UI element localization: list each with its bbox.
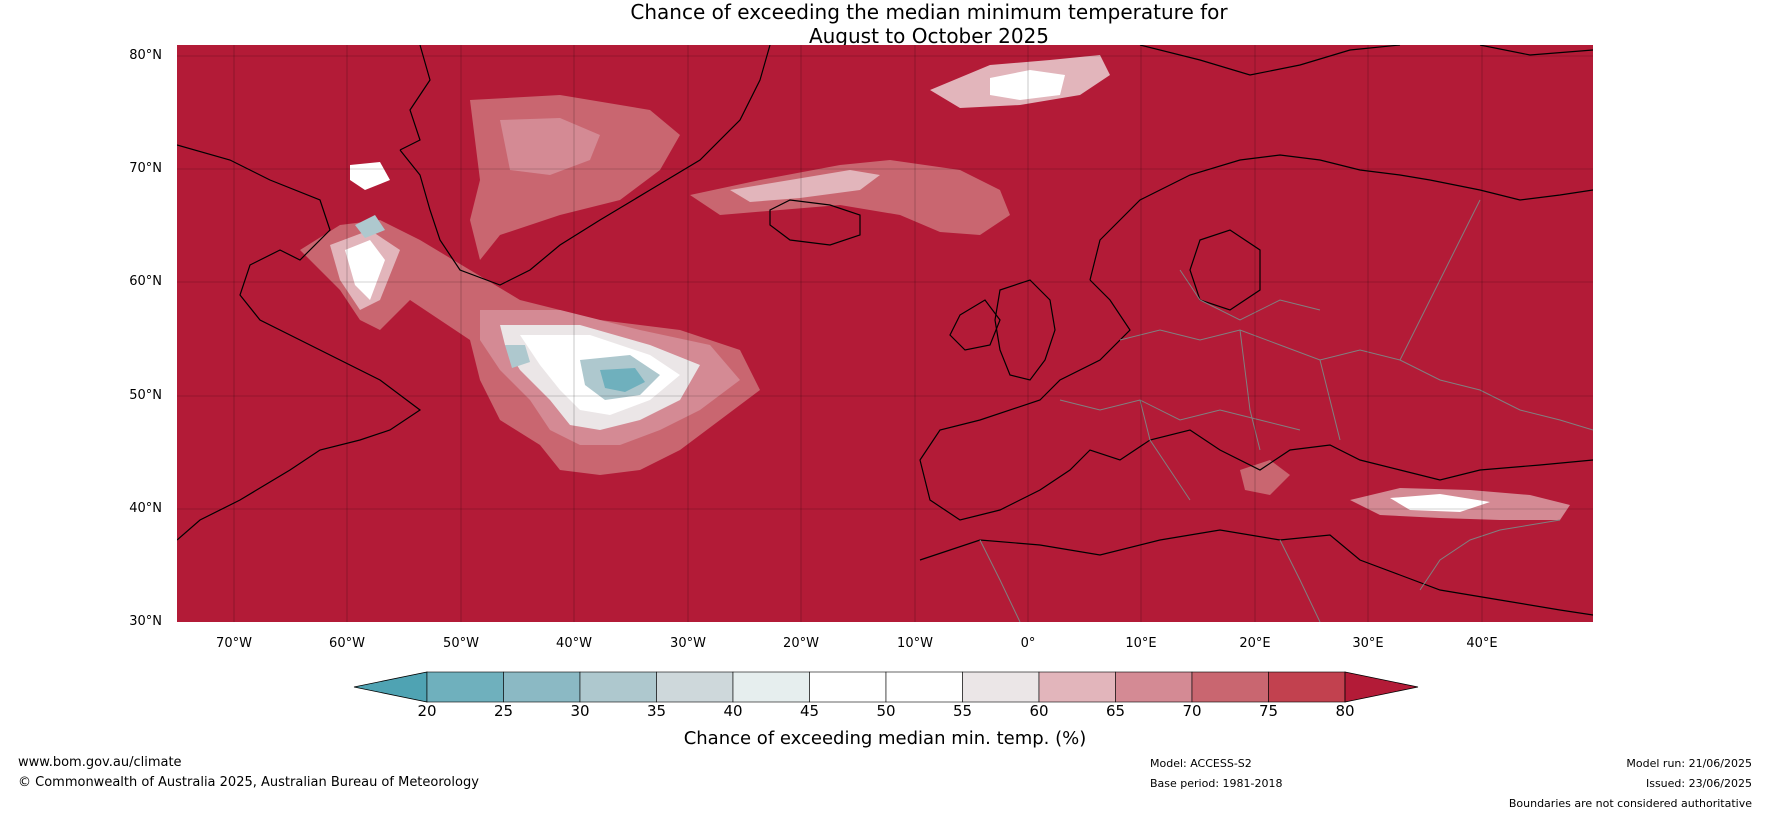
lat-label-80n: 80°N bbox=[129, 48, 162, 63]
colorbar-tick-label: 20 bbox=[417, 702, 437, 720]
title-line-1: Chance of exceeding the median minimum t… bbox=[630, 0, 1228, 24]
colorbar-segment bbox=[1038, 671, 1116, 703]
colorbar-tick-label: 75 bbox=[1258, 702, 1279, 720]
colorbar-segment bbox=[732, 671, 810, 703]
footer-issued: Issued: 23/06/2025 bbox=[1645, 777, 1752, 790]
colorbar-tick-label: 80 bbox=[1335, 702, 1355, 720]
colorbar-segment bbox=[1115, 671, 1193, 703]
country-borders bbox=[979, 199, 1593, 622]
colorbar-segment bbox=[809, 671, 887, 703]
footer-base-period: Base period: 1981-2018 bbox=[1150, 777, 1283, 790]
coastlines bbox=[177, 45, 1593, 616]
lon-label-10e: 10°E bbox=[1125, 636, 1157, 651]
lon-label-60w: 60°W bbox=[329, 636, 365, 651]
lat-label-60n: 60°N bbox=[129, 274, 162, 289]
colorbar-segment bbox=[579, 671, 657, 703]
lon-label-0: 0° bbox=[1020, 636, 1036, 651]
footer-website: www.bom.gov.au/climate bbox=[18, 755, 182, 770]
colorbar-over-arrow bbox=[1344, 671, 1419, 703]
colorbar-segment bbox=[962, 671, 1040, 703]
map-title: Chance of exceeding the median minimum t… bbox=[0, 0, 1770, 48]
colorbar-tick-label: 70 bbox=[1182, 702, 1202, 720]
colorbar-tick-label: 45 bbox=[799, 702, 820, 720]
colorbar-under-arrow bbox=[353, 671, 428, 703]
colorbar-segment bbox=[426, 671, 504, 703]
lon-label-30e: 30°E bbox=[1352, 636, 1384, 651]
lon-label-10w: 10°W bbox=[897, 636, 933, 651]
colorbar-tick-label: 25 bbox=[493, 702, 514, 720]
colorbar-tick-label: 55 bbox=[952, 702, 973, 720]
map-gridlines bbox=[177, 45, 1593, 622]
lat-label-40n: 40°N bbox=[129, 501, 162, 516]
map-background bbox=[177, 45, 1593, 622]
colorbar-tick-label: 35 bbox=[646, 702, 667, 720]
colorbar-tick-label: 65 bbox=[1105, 702, 1126, 720]
colorbar-tick-label: 50 bbox=[876, 702, 896, 720]
lon-label-20e: 20°E bbox=[1239, 636, 1271, 651]
lon-label-20w: 20°W bbox=[783, 636, 819, 651]
footer-copyright: © Commonwealth of Australia 2025, Austra… bbox=[18, 775, 479, 790]
lat-label-50n: 50°N bbox=[129, 388, 162, 403]
footer-disclaimer: Boundaries are not considered authoritat… bbox=[1508, 797, 1752, 810]
title-line-2: August to October 2025 bbox=[808, 24, 1050, 48]
footer-model-run: Model run: 21/06/2025 bbox=[1626, 757, 1752, 770]
colorbar-segment bbox=[656, 671, 734, 703]
lon-label-30w: 30°W bbox=[670, 636, 706, 651]
lon-label-70w: 70°W bbox=[216, 636, 252, 651]
contour-regions bbox=[300, 55, 1570, 520]
colorbar-segment bbox=[885, 671, 963, 703]
lat-label-70n: 70°N bbox=[129, 161, 162, 176]
colorbar-tick-label: 30 bbox=[570, 702, 590, 720]
colorbar-tick-label: 40 bbox=[723, 702, 743, 720]
colorbar-segment bbox=[1268, 671, 1346, 703]
lon-label-40w: 40°W bbox=[556, 636, 592, 651]
colorbar-tick-label: 60 bbox=[1029, 702, 1049, 720]
lon-label-50w: 50°W bbox=[443, 636, 479, 651]
colorbar bbox=[353, 671, 1419, 703]
colorbar-segment bbox=[503, 671, 581, 703]
lon-label-40e: 40°E bbox=[1466, 636, 1498, 651]
footer-model: Model: ACCESS-S2 bbox=[1150, 757, 1252, 770]
lat-label-30n: 30°N bbox=[129, 614, 162, 629]
colorbar-title: Chance of exceeding median min. temp. (%… bbox=[683, 728, 1087, 749]
colorbar-segment bbox=[1191, 671, 1269, 703]
